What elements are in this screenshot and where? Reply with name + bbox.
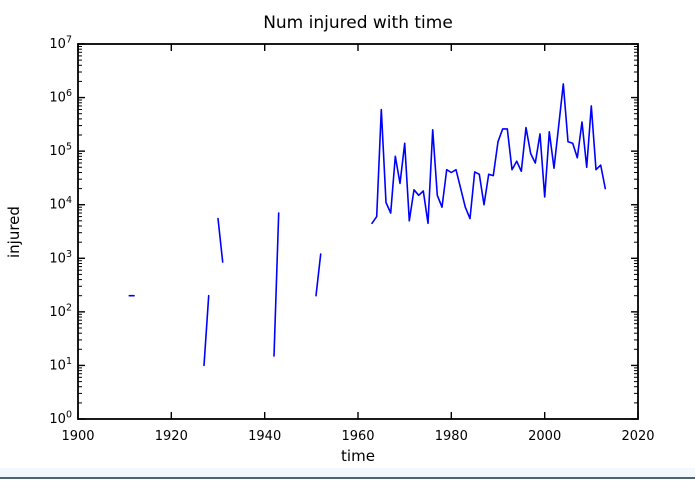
y-tick-label: 102 — [49, 302, 72, 320]
bottom-panel-edge — [0, 468, 695, 479]
data-line-segment — [315, 253, 322, 297]
x-tick-label: 1980 — [435, 429, 468, 444]
chart-canvas: 100 101 102 103 104 105 106 107 1900 1920 1940 1960… — [49, 35, 654, 445]
y-tick-label: 105 — [49, 142, 72, 160]
x-tick-label: 1940 — [248, 429, 281, 444]
axes-frame — [77, 43, 639, 420]
y-tick-label: 107 — [49, 35, 72, 53]
data-line-segment — [371, 83, 607, 225]
y-tick-label: 104 — [49, 195, 72, 213]
x-tick-label: 2000 — [528, 429, 561, 444]
y-tick-label: 106 — [49, 88, 72, 106]
data-line-segment — [203, 294, 210, 367]
x-tick-label: 1900 — [61, 429, 94, 444]
y-tick-label: 101 — [49, 356, 72, 374]
data-line-segment — [217, 217, 224, 263]
chart-title: Num injured with time — [263, 13, 453, 33]
x-tick-label: 1960 — [341, 429, 374, 444]
x-tick-label: 2020 — [621, 429, 654, 444]
data-line-segment — [273, 212, 280, 357]
x-axis-label: time — [341, 447, 375, 465]
y-tick-label: 100 — [49, 410, 72, 428]
x-tick-label: 1920 — [155, 429, 188, 444]
y-tick-label: 103 — [49, 249, 72, 267]
y-axis-label: injured — [5, 206, 23, 258]
